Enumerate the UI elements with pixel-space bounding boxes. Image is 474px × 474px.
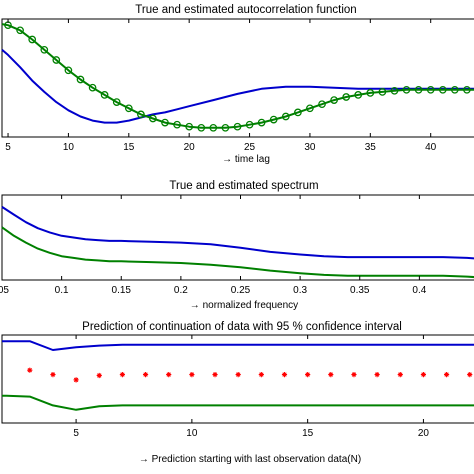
spectrum-x-tick-label: .05 (0, 285, 9, 296)
autocorrelation-series-1-point (450, 85, 459, 94)
autocorrelation-series-1-point (221, 123, 230, 132)
prediction-axes-frame (1, 334, 474, 424)
autocorrelation-series-1-point (390, 86, 399, 95)
autocorrelation-series-1-point (342, 93, 351, 101)
prediction-series-1-line (2, 394, 474, 411)
prediction-series-2-point (166, 372, 172, 378)
prediction-series-2-point (467, 372, 473, 378)
autocorrelation-series-1-point (197, 123, 206, 132)
spectrum-panel: True and estimated spectrum .05 0.1 0.15 0.… (0, 180, 474, 311)
spectrum-x-tick-label: 0.25 (231, 285, 251, 296)
autocorrelation-series-1-point (257, 118, 266, 127)
autocorrelation-series-1-point (306, 104, 314, 113)
autocorrelation-series-1-point (426, 85, 435, 94)
prediction-series-2-point (212, 372, 218, 378)
prediction-series-2-point (96, 372, 102, 379)
autocorrelation-x-tick-label: 10 (63, 142, 75, 153)
prediction-series-2-point (73, 377, 79, 383)
prediction-x-tick-label: 15 (302, 428, 314, 439)
prediction-series-2-point (258, 372, 264, 378)
prediction-series-2-point (50, 372, 56, 378)
autocorrelation-x-tick-label: 30 (304, 142, 316, 153)
spectrum-x-tick-label: 0.35 (350, 285, 370, 296)
autocorrelation-series-1-point (28, 35, 37, 44)
autocorrelation-series-1-point (233, 122, 242, 131)
prediction-series-2-point (443, 372, 450, 378)
autocorrelation-series-1-point (269, 115, 278, 124)
spectrum-x-tick-label: 0.1 (55, 285, 69, 296)
autocorrelation-series-1-point (16, 26, 24, 35)
autocorrelation-series-1-point (76, 75, 85, 84)
autocorrelation-series-1-point (161, 118, 169, 127)
prediction-series-2-point (374, 372, 380, 378)
autocorrelation-series-1-point (245, 120, 254, 129)
prediction-x-axis-label: → Prediction starting with last observat… (139, 454, 361, 465)
autocorrelation-series-1-point (463, 85, 471, 94)
spectrum-x-axis-label: → normalized frequency (190, 300, 298, 311)
prediction-x-tick-label: 10 (186, 428, 198, 439)
spectrum-x-tick-label: 0.4 (412, 285, 426, 296)
spectrum-series-0-line (1, 206, 474, 260)
autocorrelation-series-1-point (52, 56, 61, 64)
autocorrelation-series-1-point (402, 85, 411, 94)
autocorrelation-series-1-point (354, 91, 363, 99)
autocorrelation-x-tick-label: 5 (5, 142, 11, 153)
prediction-series-2-point (351, 372, 357, 378)
autocorrelation-series-0-line (1, 49, 474, 124)
prediction-series-2-point (305, 372, 311, 378)
autocorrelation-series-1-point (100, 91, 109, 99)
autocorrelation-x-axis-label: → time lag (222, 154, 270, 165)
autocorrelation-series-1-point (318, 100, 326, 109)
prediction-series-2-point (420, 372, 427, 378)
autocorrelation-series-1-point (330, 96, 338, 104)
autocorrelation-series-1-line (1, 23, 474, 129)
autocorrelation-series-1-point (137, 110, 145, 119)
autocorrelation-series-1-point (112, 98, 121, 106)
autocorrelation-series-1-point (149, 114, 157, 123)
autocorrelation-series-1-point (294, 108, 302, 117)
autocorrelation-series-1-point (281, 112, 290, 121)
prediction-title: Prediction of continuation of data with … (82, 321, 402, 333)
autocorrelation-x-tick-label: 15 (123, 142, 135, 153)
autocorrelation-series-1-point (438, 85, 447, 94)
prediction-series-2-point (27, 367, 33, 373)
spectrum-x-tick-label: 0.2 (174, 285, 188, 296)
autocorrelation-series-1-point (40, 45, 49, 54)
autocorrelation-x-tick-label: 35 (365, 142, 377, 153)
autocorrelation-x-tick-label: 20 (184, 142, 196, 153)
prediction-x-tick-label: 5 (73, 428, 79, 439)
spectrum-x-tick-label: 0.15 (112, 285, 132, 296)
autocorrelation-series-1-point (173, 120, 181, 129)
prediction-series-2-point (119, 372, 126, 378)
autocorrelation-panel: True and estimated autocorrelation funct… (1, 4, 474, 165)
prediction-series-2-point (142, 372, 149, 378)
autocorrelation-series-1-point (414, 85, 423, 94)
autocorrelation-axes-frame (1, 18, 474, 138)
autocorrelation-title: True and estimated autocorrelation funct… (135, 4, 356, 16)
autocorrelation-series-1-point (124, 104, 133, 113)
autocorrelation-x-tick-label: 25 (244, 142, 256, 153)
autocorrelation-series-1-point (64, 66, 73, 75)
autocorrelation-series-1-point (88, 83, 97, 92)
prediction-series-2-point (328, 372, 334, 378)
spectrum-series-1-line (1, 226, 474, 279)
prediction-series-2-point (281, 372, 288, 378)
prediction-series-0-line (2, 340, 474, 351)
autocorrelation-series-1-point (378, 88, 387, 96)
prediction-panel: Prediction of continuation of data with … (1, 321, 474, 465)
prediction-series-2-point (397, 372, 403, 378)
autocorrelation-series-1-point (209, 123, 218, 132)
prediction-series-2-point (189, 372, 195, 378)
autocorrelation-x-tick-label: 40 (425, 142, 437, 153)
spectrum-title: True and estimated spectrum (169, 180, 318, 192)
prediction-series-2-point (235, 372, 241, 378)
autocorrelation-series-1-point (185, 122, 194, 131)
prediction-x-tick-label: 20 (418, 428, 430, 439)
autocorrelation-series-1-point (366, 89, 375, 97)
spectrum-x-tick-label: 0.3 (293, 285, 307, 296)
